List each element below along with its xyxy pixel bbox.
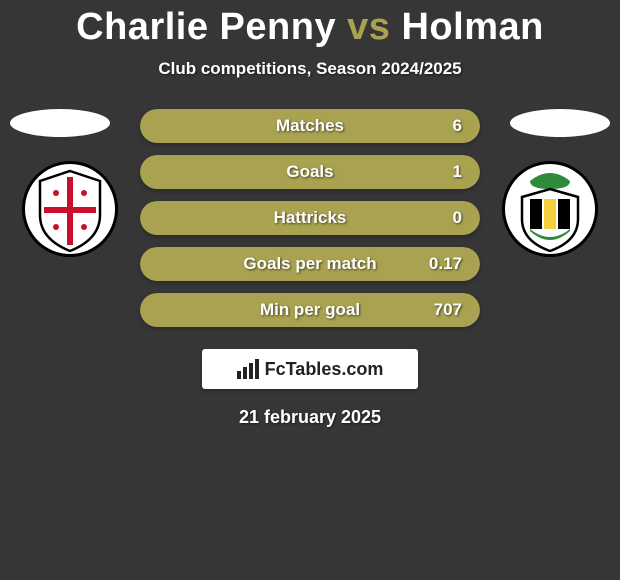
- stat-value: 707: [434, 293, 462, 327]
- player1-name: Charlie Penny: [76, 6, 336, 48]
- stat-row-matches: Matches 6: [140, 109, 480, 143]
- stat-value: 0.17: [429, 247, 462, 281]
- club-crest-left: [20, 159, 120, 259]
- branding-text: FcTables.com: [265, 359, 384, 380]
- stat-rows: Matches 6 Goals 1 Hattricks 0 Goals per …: [140, 109, 480, 327]
- club-crest-right: [500, 159, 600, 259]
- page-title: Charlie Penny vs Holman: [0, 0, 620, 49]
- stat-label: Matches: [140, 109, 480, 143]
- stat-value: 0: [453, 201, 462, 235]
- stat-label: Goals: [140, 155, 480, 189]
- branding-badge: FcTables.com: [202, 349, 418, 389]
- stat-value: 6: [453, 109, 462, 143]
- stat-row-goals: Goals 1: [140, 155, 480, 189]
- bars-icon: [237, 359, 259, 379]
- date-text: 21 february 2025: [0, 407, 620, 428]
- player2-avatar-placeholder: [510, 109, 610, 137]
- subtitle: Club competitions, Season 2024/2025: [0, 59, 620, 79]
- player1-avatar-placeholder: [10, 109, 110, 137]
- player2-name: Holman: [401, 6, 543, 48]
- stat-label: Min per goal: [140, 293, 480, 327]
- stat-row-min-per-goal: Min per goal 707: [140, 293, 480, 327]
- stat-row-goals-per-match: Goals per match 0.17: [140, 247, 480, 281]
- stat-label: Hattricks: [140, 201, 480, 235]
- comparison-panel: Matches 6 Goals 1 Hattricks 0 Goals per …: [0, 109, 620, 428]
- stat-value: 1: [453, 155, 462, 189]
- stat-row-hattricks: Hattricks 0: [140, 201, 480, 235]
- vs-text: vs: [347, 6, 390, 48]
